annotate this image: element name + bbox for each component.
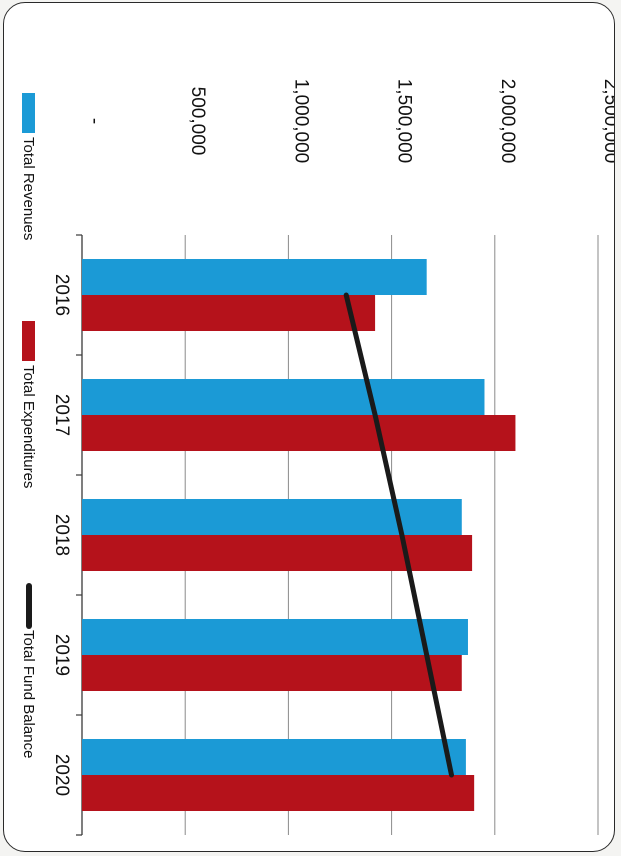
value-tick-label-5: 2,500,000 <box>600 79 615 164</box>
category-label-2019: 2019 <box>51 634 72 676</box>
chart-frame: - 500,000 1,000,000 1,500,000 2,000,000 2,500… <box>3 2 615 852</box>
fund-balance-line <box>343 292 454 778</box>
bar-total-expenditures-2019 <box>82 655 462 691</box>
category-label-2016: 2016 <box>51 274 72 316</box>
bar-total-expenditures-2018 <box>82 535 473 571</box>
bar-total-expenditures-2017 <box>82 415 516 451</box>
legend-swatch-total-revenues <box>22 93 35 133</box>
bar-total-revenues-2019 <box>82 619 468 655</box>
legend: Total Revenues Total Expenditures Total Fu… <box>20 93 37 758</box>
category-label-2018: 2018 <box>51 514 72 556</box>
bar-total-expenditures-2020 <box>82 775 475 811</box>
legend-swatch-total-expenditures <box>22 321 35 361</box>
category-labels: 2016 2017 2018 2019 2020 <box>51 274 72 796</box>
bar-total-revenues-2018 <box>82 499 462 535</box>
bar-total-revenues-2017 <box>82 379 485 415</box>
value-tick-label-0: - <box>84 118 105 124</box>
value-tick-label-2: 1,000,000 <box>290 79 311 164</box>
value-axis-ticks: - 500,000 1,000,000 1,500,000 2,000,000 2,500… <box>84 79 615 164</box>
bar-total-revenues-2020 <box>82 739 466 775</box>
category-axis <box>76 234 83 836</box>
legend-label-total-expenditures: Total Expenditures <box>20 365 37 488</box>
bars <box>82 259 516 811</box>
value-tick-label-1: 500,000 <box>187 87 208 156</box>
bar-total-revenues-2016 <box>82 259 427 295</box>
legend-label-total-fund-balance: Total Fund Balance <box>20 630 37 758</box>
category-label-2020: 2020 <box>51 754 72 796</box>
value-tick-label-3: 1,500,000 <box>394 79 415 164</box>
fund-chart: - 500,000 1,000,000 1,500,000 2,000,000 2,500… <box>20 79 615 836</box>
legend-label-total-revenues: Total Revenues <box>20 137 37 240</box>
category-label-2017: 2017 <box>51 394 72 436</box>
bar-total-expenditures-2016 <box>82 295 376 331</box>
value-tick-label-4: 2,000,000 <box>497 79 518 164</box>
